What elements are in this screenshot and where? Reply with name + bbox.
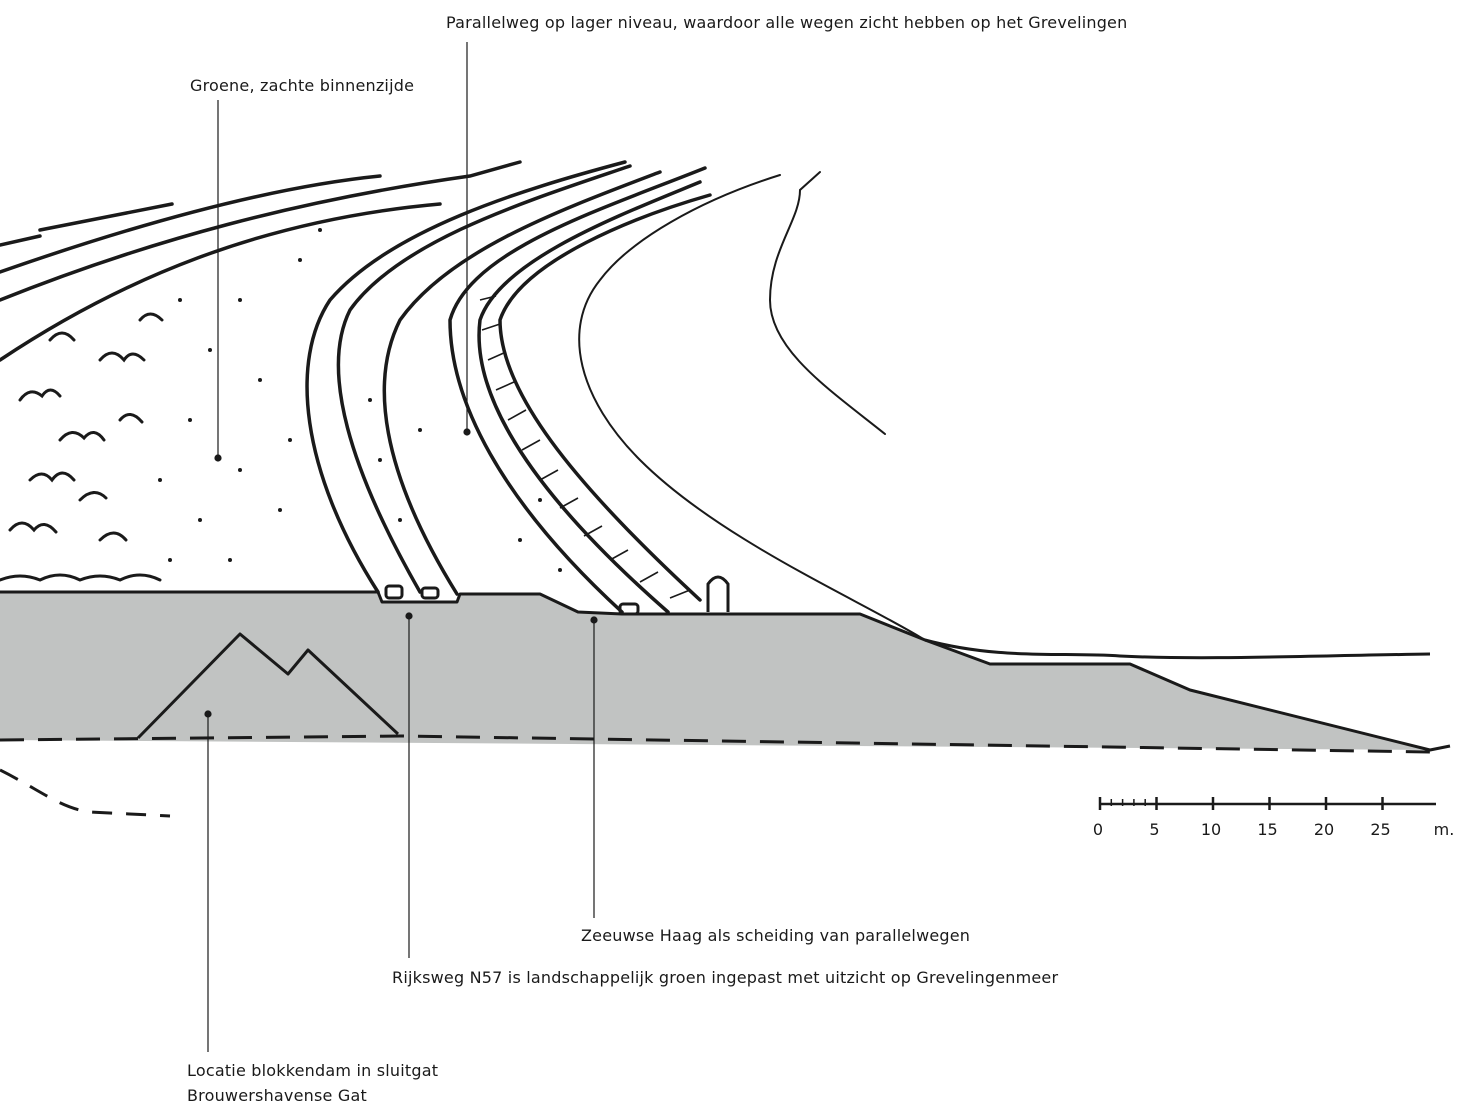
blokkendam-shape bbox=[136, 632, 400, 740]
scale-tick-label: 0 bbox=[1092, 820, 1104, 839]
perspective-lines bbox=[0, 160, 926, 641]
scale-tick-label: 20 bbox=[1313, 820, 1335, 839]
label-blokkendam-line1: Locatie blokkendam in sluitgat bbox=[187, 1061, 439, 1080]
label-blokkendam-line2: Brouwershavense Gat bbox=[187, 1086, 367, 1105]
dam-section-fill bbox=[0, 592, 1430, 750]
slope-dashed-line bbox=[0, 768, 171, 818]
scale-tick-label: 15 bbox=[1257, 820, 1278, 839]
vegetation-strokes bbox=[0, 312, 164, 582]
label-rijksweg: Rijksweg N57 is landschappelijk groen in… bbox=[392, 968, 1059, 987]
dam-section-outline bbox=[0, 590, 1451, 752]
grass-texture bbox=[158, 228, 562, 572]
cars-and-hedge bbox=[384, 575, 730, 616]
label-binnenzijde: Groene, zachte binnenzijde bbox=[190, 76, 415, 95]
scale-bar bbox=[1098, 797, 1436, 810]
label-parallelweg: Parallelweg op lager niveau, waardoor al… bbox=[446, 13, 1128, 32]
scale-tick-label: 25 bbox=[1370, 820, 1391, 839]
scale-tick-label: 10 bbox=[1200, 820, 1222, 839]
hatched-slope bbox=[479, 295, 691, 599]
scale-unit-label: m. bbox=[1433, 820, 1455, 839]
label-zeeuwse-haag: Zeeuwse Haag als scheiding van parallelw… bbox=[581, 926, 971, 945]
seabed-dashed-line bbox=[0, 734, 1431, 754]
scale-tick-label: 5 bbox=[1149, 820, 1160, 839]
water-line bbox=[924, 638, 1431, 660]
leader-lines bbox=[204, 42, 598, 1052]
